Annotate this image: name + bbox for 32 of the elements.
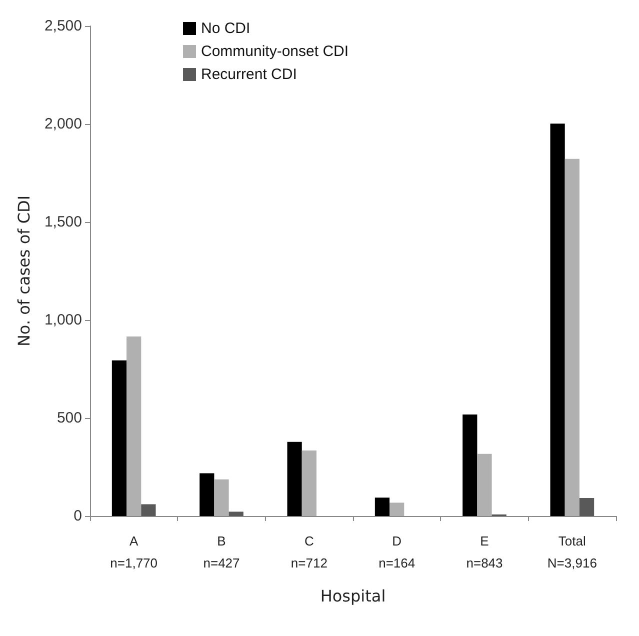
bar [477, 454, 492, 516]
bar [112, 360, 127, 516]
bar [287, 442, 302, 516]
bar [302, 450, 316, 516]
bar [550, 124, 565, 516]
x-tick-label: Total N=3,916 [547, 534, 597, 570]
legend-label: No CDI [201, 20, 250, 37]
bar [141, 504, 156, 516]
bar [126, 336, 142, 516]
bar [462, 414, 478, 516]
legend-label: Recurrent CDI [201, 66, 297, 83]
bar [214, 479, 229, 516]
y-tick-label: 500 [56, 410, 82, 426]
y-axis-title: No. of cases of CDI [14, 195, 34, 347]
bar [390, 502, 404, 516]
y-tick-label: 0 [74, 508, 82, 524]
bar [564, 158, 580, 516]
bar [374, 498, 390, 516]
y-tick-label: 1,500 [44, 214, 82, 230]
x-tick-label: A n=1,770 [110, 534, 158, 570]
y-tick-label: 2,500 [44, 18, 82, 34]
x-tick-label: C n=712 [290, 534, 328, 570]
y-tick-label: 2,000 [44, 116, 82, 132]
x-tick-label: B n=427 [203, 534, 240, 570]
bar [228, 512, 244, 516]
bar [200, 473, 214, 516]
y-tick-label: 1,000 [44, 312, 82, 328]
x-axis-title: Hospital [320, 586, 386, 606]
bar [579, 498, 594, 516]
x-tick-label: E n=843 [466, 534, 503, 570]
legend-label: Community-onset CDI [201, 43, 349, 60]
x-tick-label: D n=164 [378, 534, 416, 570]
